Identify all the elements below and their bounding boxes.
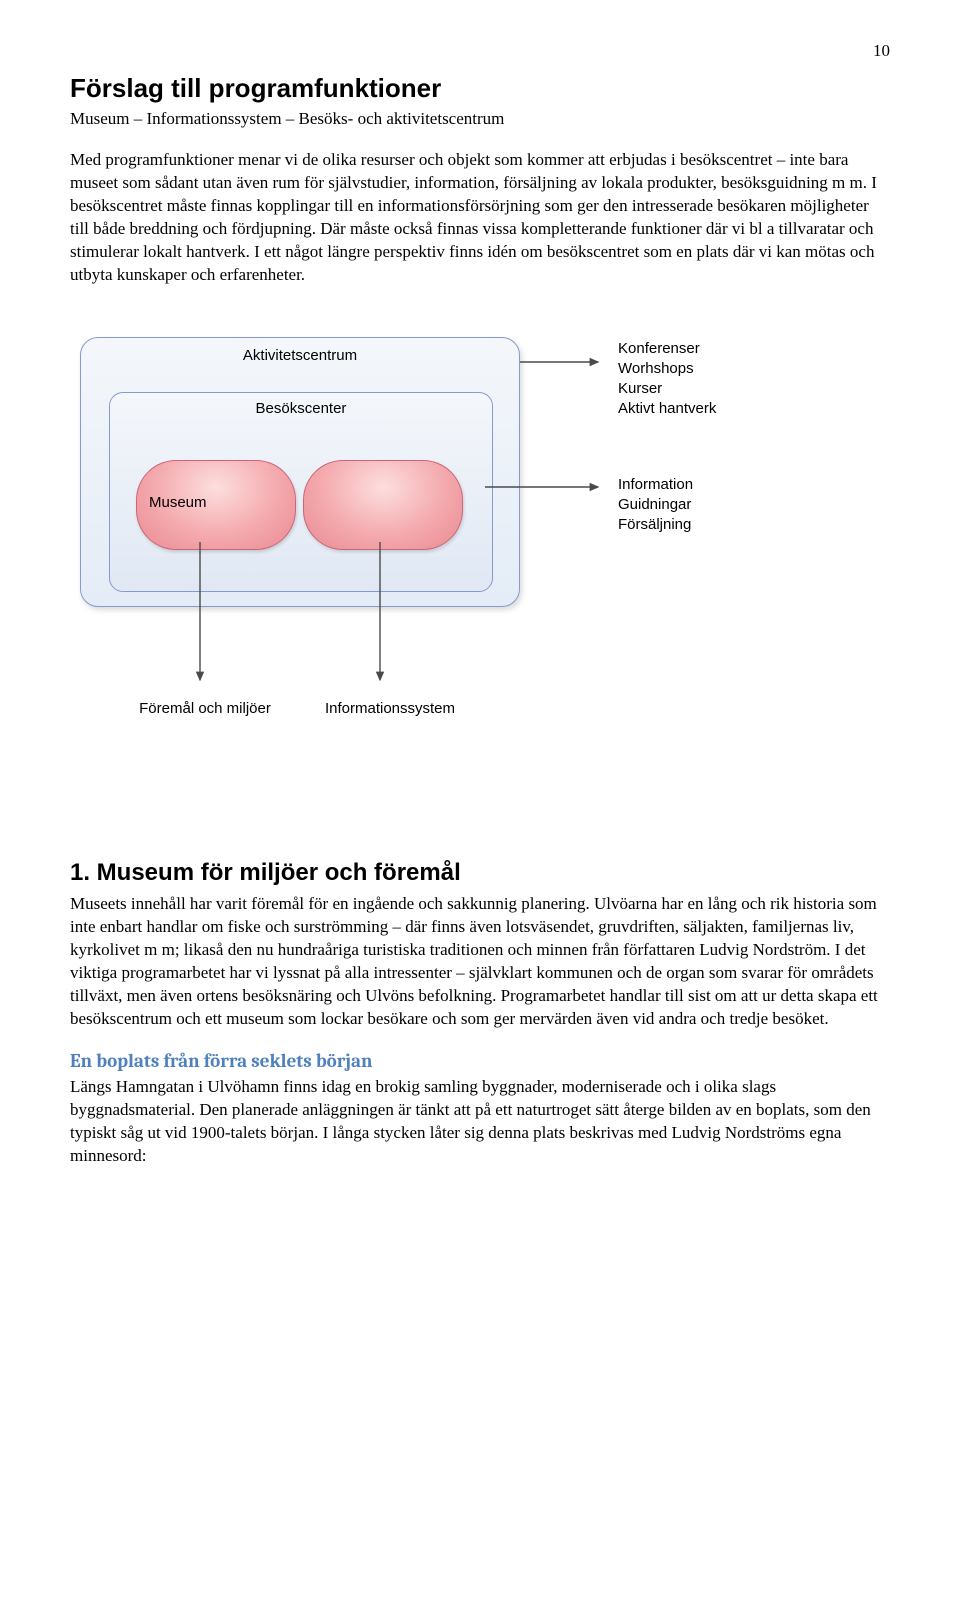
diagram-bottom-left-text: Föremål och miljöer [120,699,290,719]
section1-body: Museets innehåll har varit föremål för e… [70,893,890,1031]
main-title: Förslag till programfunktioner [70,71,890,106]
diagram-right-top-text: Konferenser Worhshops Kurser Aktivt hant… [618,339,716,420]
museum-label: Museum [149,493,207,513]
intro-paragraph: Med programfunktioner menar vi de olika … [70,149,890,287]
page-number: 10 [70,40,890,63]
section1-sub-heading: En boplats från förra seklets början [70,1049,890,1075]
activity-center-box: Aktivitetscentrum Besökscenter Museum [80,337,520,607]
museum-pill-right [303,460,463,550]
subtitle: Museum – Informationssystem – Besöks- oc… [70,108,890,131]
arrow-down-right [370,542,390,692]
activity-center-label: Aktivitetscentrum [81,346,519,366]
section1-heading: 1. Museum för miljöer och föremål [70,857,890,889]
section1-sub-body: Längs Hamngatan i Ulvöhamn finns idag en… [70,1076,890,1168]
arrow-top-right [520,352,610,372]
arrow-mid-right [485,477,610,497]
visitor-center-label: Besökscenter [110,399,492,419]
diagram: Aktivitetscentrum Besökscenter Museum Ko… [70,327,890,747]
arrow-down-left [190,542,210,692]
diagram-bottom-right-text: Informationssystem [310,699,470,719]
diagram-right-mid-text: Information Guidningar Försäljning [618,475,693,536]
